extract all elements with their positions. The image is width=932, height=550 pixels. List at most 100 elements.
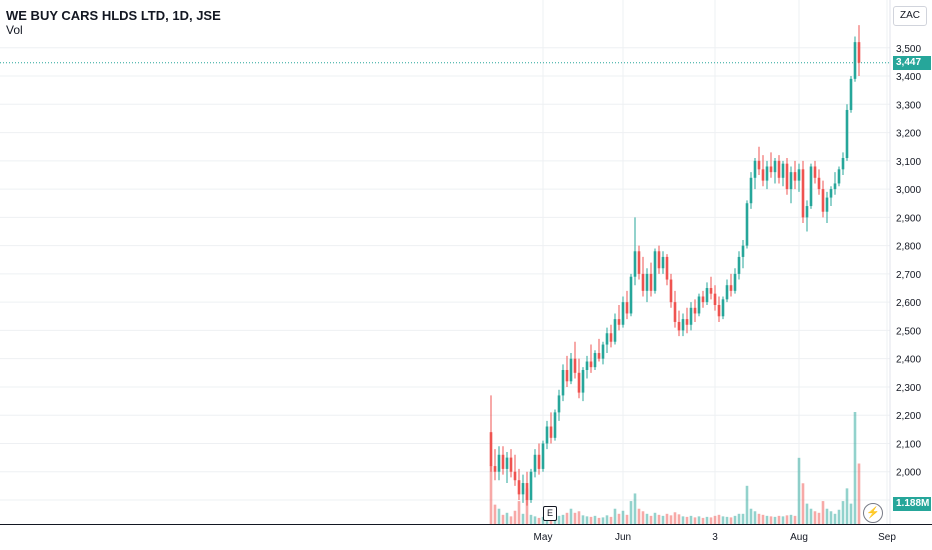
candle-body	[581, 369, 585, 393]
candle-body	[749, 177, 753, 204]
volume-bar	[657, 514, 661, 524]
candle-body	[653, 251, 657, 291]
candle-body	[845, 109, 849, 159]
candle-body	[761, 169, 765, 181]
candle-body	[841, 158, 845, 170]
volume-bar	[501, 514, 505, 524]
candle-body	[669, 279, 673, 303]
candle-body	[721, 299, 725, 317]
candle-body	[805, 206, 809, 218]
candle-body	[529, 471, 533, 500]
volume-bar	[733, 515, 737, 524]
candle-body	[741, 245, 745, 257]
candle-body	[541, 443, 545, 469]
volume-bar	[833, 513, 837, 524]
candle-body	[677, 321, 681, 331]
volume-bar	[785, 515, 789, 524]
volume-bar	[705, 516, 709, 524]
candle-body	[553, 412, 557, 438]
earnings-event-marker[interactable]: E	[543, 506, 557, 521]
candle-body	[709, 288, 713, 294]
candle-body	[605, 333, 609, 345]
candle-body	[489, 432, 493, 467]
candle-body	[681, 319, 685, 331]
volume-bar	[845, 488, 849, 524]
candle-body	[629, 276, 633, 314]
volume-bar	[609, 516, 613, 524]
y-tick-label: 2,900	[896, 213, 921, 224]
x-tick-label: May	[534, 532, 553, 543]
lightning-icon[interactable]: ⚡	[863, 503, 883, 523]
candle-body	[673, 302, 677, 322]
candle-body	[697, 296, 701, 314]
volume-bar	[801, 483, 805, 524]
volume-bar	[813, 511, 817, 524]
volume-bar	[857, 463, 861, 524]
candle-body	[509, 457, 513, 472]
y-tick-label: 3,300	[896, 100, 921, 111]
volume-bar	[661, 515, 665, 524]
volume-bar	[509, 516, 513, 524]
candle-body	[525, 483, 529, 500]
volume-bar	[769, 516, 773, 524]
price-axis: 1,9002,0002,1002,2002,3002,4002,5002,600…	[889, 0, 921, 524]
x-tick-label: Aug	[790, 532, 808, 543]
volume-bar	[621, 510, 625, 524]
volume-bar	[633, 493, 637, 524]
volume-bar	[593, 515, 597, 524]
volume-bar	[837, 509, 841, 524]
candle-body	[517, 480, 521, 495]
volume-bar	[605, 515, 609, 524]
volume-bar	[601, 517, 605, 524]
x-tick-label: Sep	[878, 532, 896, 543]
chart-grid	[0, 0, 890, 524]
candle-body	[521, 483, 525, 495]
volume-bar	[765, 515, 769, 524]
volume-bar	[713, 515, 717, 524]
candle-body	[713, 293, 717, 305]
volume-bar	[797, 457, 801, 524]
y-tick-label: 3,100	[896, 157, 921, 168]
volume-bar	[585, 516, 589, 524]
candle-body	[613, 319, 617, 342]
candle-body	[597, 353, 601, 359]
volume-bar	[561, 514, 565, 524]
candle-body	[573, 358, 577, 373]
candle-body	[857, 42, 861, 63]
candle-body	[577, 372, 581, 393]
volume-bar	[589, 516, 593, 524]
volume-bar	[557, 515, 561, 524]
volume-bar	[757, 513, 761, 524]
y-tick-label: 2,300	[896, 383, 921, 394]
volume-bar	[737, 513, 741, 524]
volume-bar	[793, 515, 797, 524]
volume-bar	[665, 513, 669, 524]
volume-bar	[577, 511, 581, 524]
candle-body	[773, 160, 777, 173]
volume-bar	[725, 516, 729, 524]
candle-body	[725, 285, 729, 300]
volume-bar	[597, 517, 601, 524]
volume-bar	[641, 511, 645, 524]
candle-body	[777, 160, 781, 178]
volume-bar	[637, 508, 641, 524]
volume-bar	[789, 514, 793, 524]
candle-body	[813, 166, 817, 178]
volume-bar	[717, 514, 721, 524]
candle-body	[789, 172, 793, 190]
volume-bar	[821, 501, 825, 524]
volume-bar	[581, 515, 585, 524]
volume-bar	[829, 511, 833, 524]
candle-body	[769, 166, 773, 173]
candle-body	[557, 395, 561, 413]
candle-body	[537, 454, 541, 469]
candle-body	[585, 361, 589, 370]
candle-body	[757, 160, 761, 170]
volume-bar	[669, 515, 673, 524]
candle-body	[569, 358, 573, 382]
currency-button[interactable]: ZAC	[893, 6, 927, 26]
volume-bar	[513, 510, 517, 524]
candle-body	[593, 353, 597, 368]
volume-bar	[849, 503, 853, 524]
